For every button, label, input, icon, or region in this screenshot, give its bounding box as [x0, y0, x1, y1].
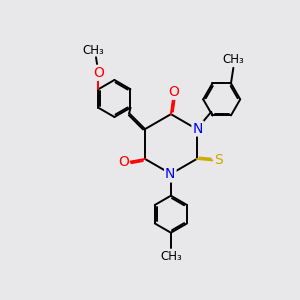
Text: CH₃: CH₃ [83, 44, 104, 57]
Text: O: O [118, 155, 129, 169]
Text: N: N [193, 122, 203, 136]
Text: CH₃: CH₃ [160, 250, 182, 263]
Text: O: O [93, 66, 104, 80]
Text: CH₃: CH₃ [223, 53, 244, 66]
Text: O: O [168, 85, 179, 99]
Text: N: N [165, 167, 175, 182]
Text: S: S [214, 154, 223, 167]
